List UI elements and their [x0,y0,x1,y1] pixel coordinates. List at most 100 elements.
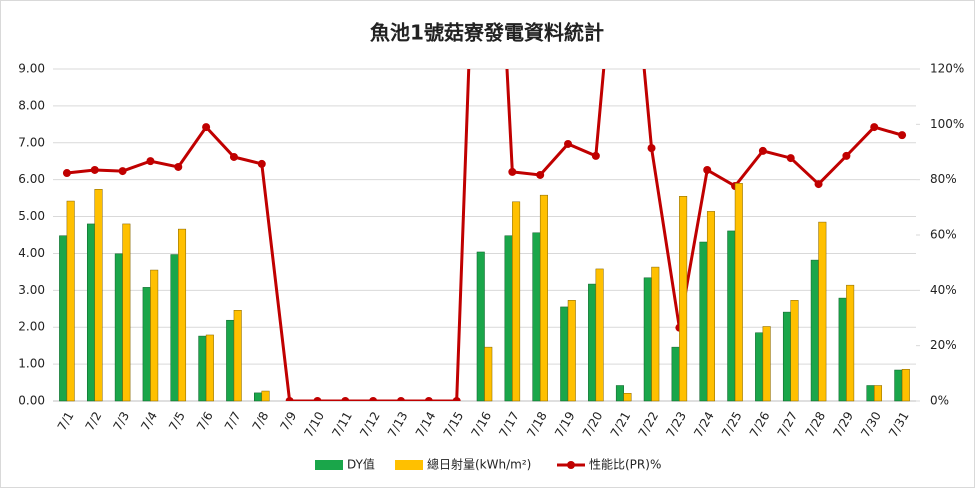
bar [651,266,660,402]
bar [94,189,103,402]
legend-swatch [395,460,423,470]
y2-tick-label: 100% [930,117,964,131]
bar [233,310,242,402]
y-tick-label: 0.00 [18,394,45,408]
y2-tick-label: 120% [930,62,964,76]
line-marker [146,157,155,166]
line-marker [202,123,211,132]
line-marker [898,131,907,140]
legend-marker [567,461,575,469]
line-marker [647,144,656,153]
bar [706,211,715,402]
bar [476,251,485,402]
y-tick-label: 1.00 [18,357,45,371]
bar [170,254,179,402]
y2-tick-label: 60% [930,228,957,242]
line-marker [396,397,405,401]
bar [254,392,263,402]
bar [588,283,597,402]
line-marker [591,151,600,160]
bar [818,221,827,402]
line-marker [786,154,795,163]
line-marker [341,397,350,401]
bar [66,200,75,402]
line-marker [62,169,71,178]
bar [198,335,207,402]
line-marker [90,165,99,174]
legend-label: 總日射量(kWh/m²) [427,457,531,472]
bar [122,223,131,402]
bar [790,300,799,402]
y-tick-label: 9.00 [18,62,45,76]
bar [762,326,771,402]
line-marker [424,397,433,401]
line-marker [814,180,823,189]
line-marker [257,159,266,168]
bar [595,268,604,402]
bar [838,297,847,402]
y-tick-label: 4.00 [18,246,45,260]
bar [727,230,736,402]
bar [615,385,624,402]
chart-title: 魚池1號菇寮發電資料統計 [370,21,604,45]
bar [532,232,541,402]
bar [114,253,123,402]
legend-swatch [315,460,343,470]
y-tick-label: 6.00 [18,172,45,186]
bar [86,223,96,402]
line-marker [369,397,378,401]
bar [178,228,187,402]
y2-tick-label: 0% [930,394,949,408]
bar [261,390,270,402]
bar [901,369,910,402]
line-marker [758,146,767,155]
line-marker [703,165,712,174]
bar [643,277,652,402]
bar [866,385,875,402]
y-tick-label: 5.00 [18,209,45,223]
bar [782,311,791,402]
y-tick-label: 3.00 [18,283,45,297]
bar [150,269,159,402]
bar [679,196,688,402]
line-marker [508,167,517,176]
line-marker [229,152,238,161]
line-marker [285,397,294,401]
bar [504,235,513,402]
legend-label: DY值 [347,457,375,472]
bar [734,183,743,402]
bar [671,346,680,402]
line-marker [174,162,183,171]
bar [699,241,708,402]
line-marker [870,123,879,132]
y2-tick-label: 80% [930,172,957,186]
bar [205,334,214,402]
y-tick-label: 2.00 [18,320,45,334]
y2-tick-label: 40% [930,283,957,297]
legend-label: 性能比(PR)% [589,458,661,472]
bar [846,284,855,402]
bar [142,287,151,402]
y-tick-label: 7.00 [18,135,45,149]
bar [755,332,764,402]
bar [59,235,68,402]
line-marker [118,167,127,176]
bar [623,393,632,402]
line-marker [452,397,461,401]
bar [512,201,521,402]
bar [810,259,819,402]
bar [539,194,548,402]
y2-tick-label: 20% [930,338,957,352]
bar [873,385,883,402]
line-marker [313,397,322,401]
line-marker [536,170,545,179]
y-tick-label: 8.00 [18,98,45,112]
line-marker [842,151,851,160]
bar [484,346,493,402]
bar [226,319,235,402]
bar [894,369,903,402]
line-marker [564,139,573,148]
bar [560,306,569,402]
